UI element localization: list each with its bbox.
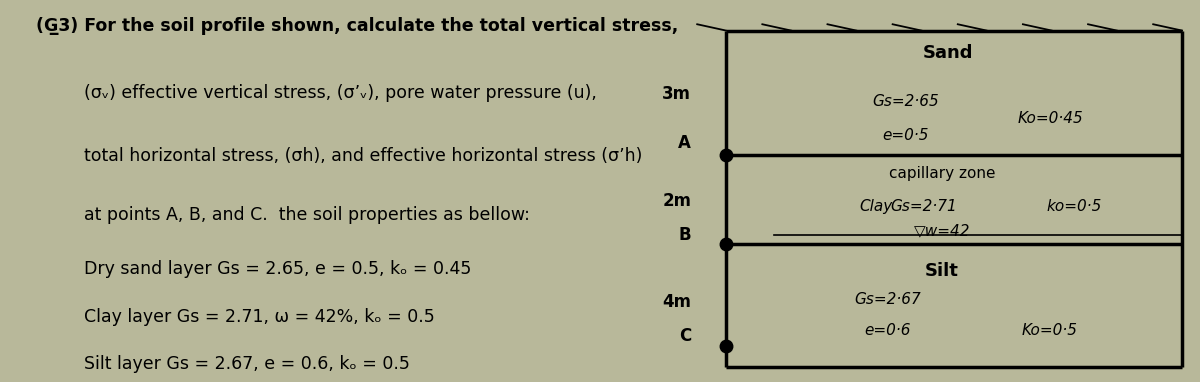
- Text: B: B: [678, 226, 691, 244]
- Text: total horizontal stress, (σh), and effective horizontal stress (σ’h): total horizontal stress, (σh), and effec…: [84, 147, 642, 165]
- Text: Silt: Silt: [925, 262, 959, 280]
- Text: 3m: 3m: [662, 84, 691, 103]
- Text: 2m: 2m: [662, 191, 691, 210]
- Text: e=0·5: e=0·5: [883, 128, 929, 143]
- Text: 4m: 4m: [662, 293, 691, 311]
- Text: Dry sand layer Gs = 2.65, e = 0.5, kₒ = 0.45: Dry sand layer Gs = 2.65, e = 0.5, kₒ = …: [84, 260, 472, 278]
- Text: capillary zone: capillary zone: [889, 166, 995, 181]
- Text: Ko=0·45: Ko=0·45: [1018, 111, 1082, 126]
- Text: Clay: Clay: [859, 199, 893, 214]
- Text: A: A: [678, 134, 691, 152]
- Text: Clay layer Gs = 2.71, ω = 42%, kₒ = 0.5: Clay layer Gs = 2.71, ω = 42%, kₒ = 0.5: [84, 308, 434, 325]
- Text: Gs=2·65: Gs=2·65: [872, 94, 940, 109]
- Text: Ko=0·5: Ko=0·5: [1022, 323, 1078, 338]
- Text: ko=0·5: ko=0·5: [1046, 199, 1102, 214]
- Text: Sand: Sand: [923, 44, 973, 63]
- Text: Gs=2·67: Gs=2·67: [854, 292, 922, 308]
- Text: e=0·6: e=0·6: [865, 323, 911, 338]
- Text: Gs=2·71: Gs=2·71: [890, 199, 958, 214]
- Text: (G̲3) For the soil profile shown, calculate the total vertical stress,: (G̲3) For the soil profile shown, calcul…: [36, 17, 678, 35]
- Text: ▽w=42: ▽w=42: [913, 223, 971, 239]
- Text: Silt layer Gs = 2.67, e = 0.6, kₒ = 0.5: Silt layer Gs = 2.67, e = 0.6, kₒ = 0.5: [84, 355, 410, 373]
- Text: at points A, B, and C.  the soil properties as bellow:: at points A, B, and C. the soil properti…: [84, 206, 530, 224]
- Text: (σᵥ) effective vertical stress, (σ’ᵥ), pore water pressure (u),: (σᵥ) effective vertical stress, (σ’ᵥ), p…: [84, 84, 596, 102]
- Text: C: C: [679, 327, 691, 345]
